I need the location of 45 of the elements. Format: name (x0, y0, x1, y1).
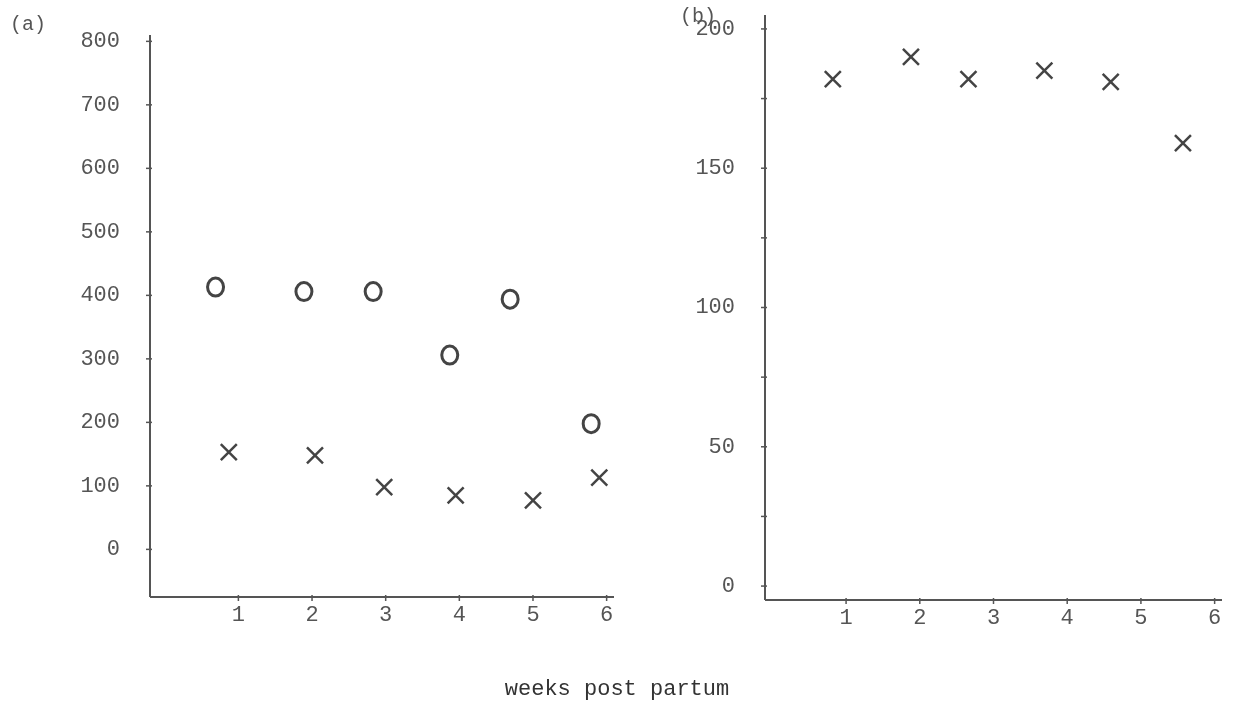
point (1101, 72, 1120, 92)
y-tick-label: 50 (708, 434, 735, 460)
x-tick-label: 5 (1134, 606, 1148, 631)
x-tick-label: 4 (1060, 606, 1074, 631)
x-tick-label: 3 (379, 603, 393, 628)
x-tick-label: 2 (913, 606, 927, 631)
y-tick-label: 500 (80, 219, 120, 245)
text: weeks post partum (504, 677, 730, 702)
y-tick-label: 300 (80, 346, 120, 372)
y-tick-label: 200 (80, 410, 120, 436)
point (590, 468, 609, 487)
x-tick-label: 4 (452, 603, 466, 628)
point (219, 442, 239, 462)
point (581, 413, 601, 435)
point (305, 446, 325, 465)
point (440, 344, 460, 366)
x-tick-label: 6 (600, 603, 614, 628)
y-tick-label: 150 (695, 156, 735, 182)
x-tick-label: 1 (839, 606, 853, 631)
point (959, 69, 978, 89)
point (523, 491, 543, 510)
point (374, 477, 394, 497)
y-tick-label: 0 (106, 537, 120, 563)
point (500, 288, 520, 310)
point (446, 486, 465, 505)
y-tick-label: 0 (721, 573, 735, 599)
y-tick-label: 400 (80, 283, 120, 309)
y-tick-label: 800 (80, 29, 120, 55)
point (1035, 61, 1054, 80)
point (206, 276, 226, 298)
x-tick-label: 1 (231, 603, 245, 628)
point (294, 281, 314, 303)
y-tick-label: 100 (80, 473, 120, 499)
chart-title: (a) (10, 13, 47, 36)
x-tick-label: 6 (1208, 606, 1222, 631)
point (901, 47, 921, 67)
y-tick-label: 700 (80, 92, 120, 118)
x-tick-label: 3 (986, 606, 1001, 631)
point (363, 281, 383, 303)
y-tick-label: 600 (80, 156, 120, 182)
x-tick-label: 5 (526, 603, 540, 628)
x-tick-label: 2 (305, 603, 319, 628)
point (823, 69, 843, 89)
y-tick-label: 100 (695, 295, 735, 321)
point (1173, 133, 1193, 153)
